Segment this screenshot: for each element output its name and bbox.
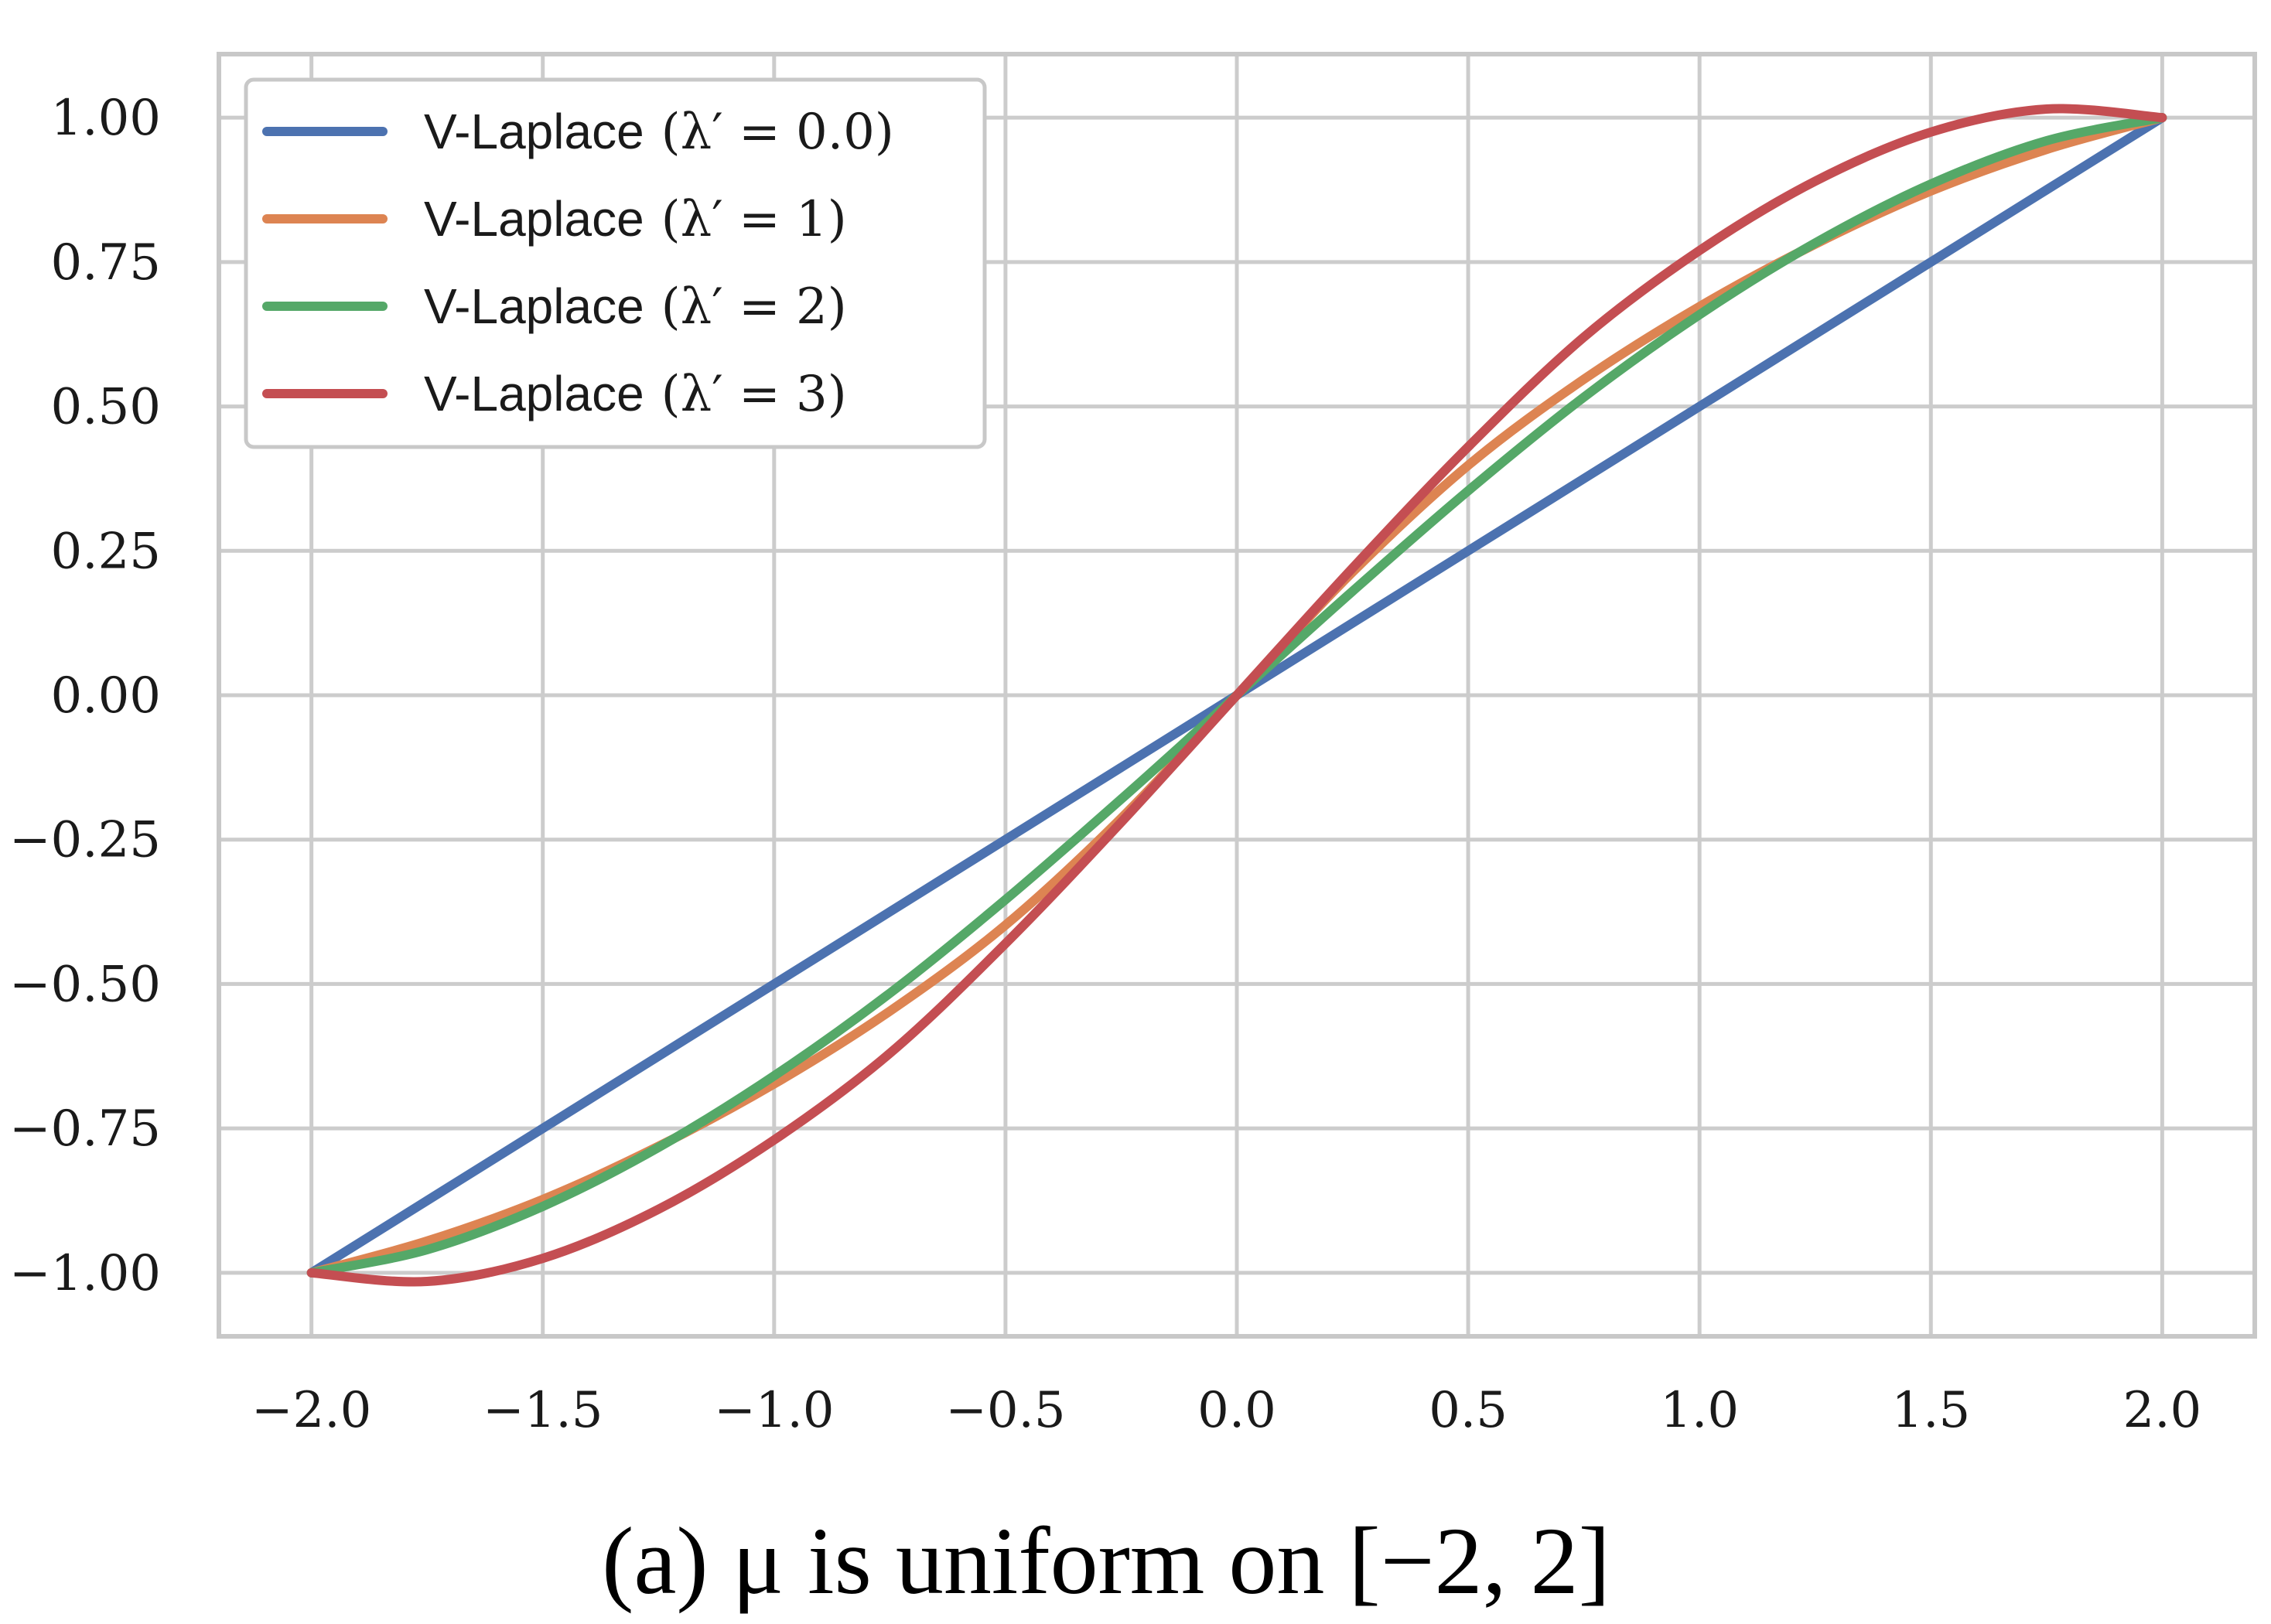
y-tick-label: −0.25 xyxy=(9,812,161,869)
legend-item: V-Laplace (λ′ = 0.0) xyxy=(262,104,894,161)
legend-label-prefix: V-Laplace xyxy=(424,278,644,334)
y-tick-label: 1.00 xyxy=(51,90,162,147)
x-tick-label: −1.5 xyxy=(483,1382,603,1439)
legend-label-prefix: V-Laplace xyxy=(424,104,644,159)
y-tick-label: −0.75 xyxy=(9,1100,161,1158)
legend-label-prefix: V-Laplace xyxy=(424,366,644,421)
y-tick-label: 0.00 xyxy=(51,667,162,725)
x-tick-labels: −2.0 −1.5 −1.0 −0.5 0.0 0.5 1.0 1.5 2.0 xyxy=(251,1382,2201,1439)
legend-label-math: (λ′ = 1) xyxy=(661,191,847,248)
legend-label: V-Laplace (λ′ = 0.0) xyxy=(424,104,894,161)
legend-label: V-Laplace (λ′ = 3) xyxy=(424,366,847,423)
legend-label-math: (λ′ = 0.0) xyxy=(661,104,894,161)
legend-item: V-Laplace (λ′ = 2) xyxy=(262,278,847,336)
x-tick-label: 0.5 xyxy=(1429,1382,1508,1439)
legend: V-Laplace (λ′ = 0.0)V-Laplace (λ′ = 1)V-La… xyxy=(244,77,987,449)
series-line-3 xyxy=(306,104,2167,1287)
plot-frame xyxy=(217,52,2257,1339)
legend-item: V-Laplace (λ′ = 3) xyxy=(262,366,847,423)
x-tick-label: 0.0 xyxy=(1197,1382,1276,1439)
x-tick-label: 1.5 xyxy=(1891,1382,1970,1439)
legend-items: V-Laplace (λ′ = 0.0)V-Laplace (λ′ = 1)V-La… xyxy=(262,104,894,423)
x-tick-label: 2.0 xyxy=(2122,1382,2201,1439)
y-tick-label: −0.50 xyxy=(9,956,161,1013)
legend-label-math: (λ′ = 2) xyxy=(661,278,847,336)
y-tick-label: 0.25 xyxy=(51,523,162,580)
x-tick-label: −2.0 xyxy=(251,1382,371,1439)
legend-label: V-Laplace (λ′ = 1) xyxy=(424,191,847,248)
legend-label: V-Laplace (λ′ = 2) xyxy=(424,278,847,336)
figure-caption: (a) μ is uniform on [−2, 2] xyxy=(602,1508,1610,1614)
x-tick-label: 1.0 xyxy=(1660,1382,1739,1439)
legend-label-math: (λ′ = 3) xyxy=(661,366,847,423)
legend-label-prefix: V-Laplace xyxy=(424,191,644,247)
x-tick-label: −1.0 xyxy=(714,1382,834,1439)
y-tick-label: 0.50 xyxy=(51,379,162,436)
x-tick-label: −0.5 xyxy=(945,1382,1065,1439)
series-lines xyxy=(306,104,2167,1287)
legend-box xyxy=(244,77,987,449)
y-tick-labels: 1.00 0.75 0.50 0.25 0.00 −0.25 −0.50 −0.75 −1.00 xyxy=(9,90,161,1302)
y-tick-label: 0.75 xyxy=(51,234,162,292)
legend-item: V-Laplace (λ′ = 1) xyxy=(262,191,847,248)
y-tick-label: −1.00 xyxy=(9,1245,161,1302)
